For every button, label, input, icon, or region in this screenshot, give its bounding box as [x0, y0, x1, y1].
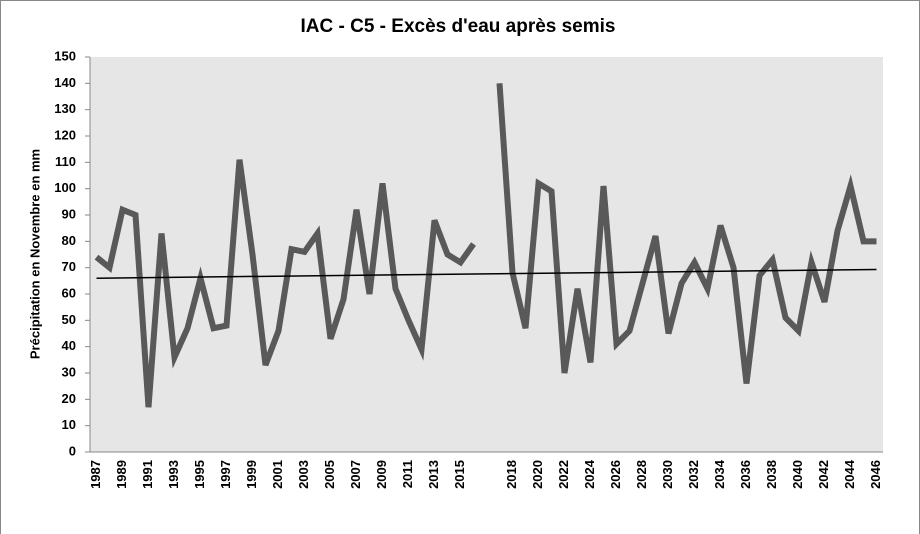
- x-tick-label: 1993: [166, 460, 181, 489]
- x-tick-label: 2018: [504, 460, 519, 489]
- chart-title: IAC - C5 - Excès d'eau après semis: [301, 16, 616, 37]
- x-tick-label: 2007: [348, 460, 363, 489]
- y-tick-label: 70: [62, 259, 76, 274]
- trend-line: [96, 268, 877, 279]
- y-axis-label: Précipitation en Novembre en mm: [27, 149, 42, 359]
- x-tick-label: 2022: [556, 460, 571, 489]
- x-tick-label: 2024: [582, 459, 597, 489]
- x-tick-label: 2001: [270, 460, 285, 489]
- y-tick-label: 20: [62, 391, 76, 406]
- y-tick-label: 90: [62, 206, 76, 221]
- y-tick-label: 30: [62, 364, 76, 379]
- x-tick-label: 2003: [296, 460, 311, 489]
- x-tick-label: 1995: [192, 460, 207, 489]
- x-tick-label: 2044: [842, 459, 857, 489]
- y-tick-label: 50: [62, 312, 76, 327]
- y-tick-label: 110: [55, 154, 76, 169]
- x-tick-label: 2028: [634, 460, 649, 489]
- x-tick-label: 2026: [608, 460, 623, 489]
- y-tick-label: 130: [54, 101, 76, 116]
- x-tick-label: 2040: [790, 460, 805, 489]
- y-tick-label: 0: [69, 443, 76, 458]
- x-tick-label: 2036: [738, 460, 753, 489]
- y-tick-label: 40: [62, 338, 76, 353]
- x-tick-label: 2015: [452, 460, 467, 489]
- x-tick-label: 2020: [530, 460, 545, 489]
- x-tick-label: 2038: [764, 460, 779, 489]
- y-tick-label: 100: [54, 180, 76, 195]
- x-tick-label: 2009: [374, 460, 389, 489]
- x-tick-label: 1987: [88, 460, 103, 489]
- y-tick-label: 60: [62, 285, 76, 300]
- x-tick-label: 2013: [426, 460, 441, 489]
- data-line: [94, 83, 877, 408]
- x-tick-label: 2046: [868, 460, 883, 489]
- y-tick-label: 80: [62, 233, 76, 248]
- y-tick-label: 140: [54, 75, 76, 90]
- plot-area: [90, 57, 883, 452]
- x-tick-label: 2030: [660, 460, 675, 489]
- x-tick-label: 2011: [400, 460, 415, 488]
- x-tick-label: 1991: [140, 460, 155, 489]
- x-tick-label: 2032: [686, 460, 701, 489]
- x-tick-label: 2034: [712, 459, 727, 489]
- x-tick-label: 2005: [322, 460, 337, 489]
- y-tick-label: 150: [54, 48, 76, 63]
- x-tick-label: 1999: [244, 460, 259, 489]
- y-tick-label: 120: [54, 127, 76, 142]
- x-tick-label: 1997: [218, 460, 233, 489]
- x-tick-label: 2042: [816, 460, 831, 489]
- y-tick-label: 10: [62, 417, 76, 432]
- x-tick-label: 1989: [114, 460, 129, 489]
